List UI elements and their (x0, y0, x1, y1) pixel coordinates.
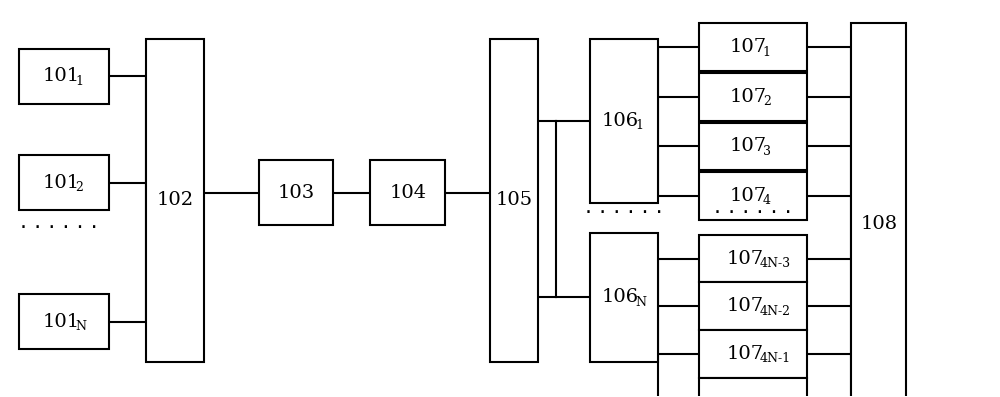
Text: 101: 101 (43, 67, 80, 85)
Text: 3: 3 (763, 145, 771, 158)
Text: 107: 107 (727, 250, 764, 268)
Bar (490, 39, 538, 362)
Text: 4N-2: 4N-2 (760, 305, 791, 318)
Text: 101: 101 (43, 173, 80, 192)
Bar (19, 49, 109, 104)
Text: 2: 2 (763, 95, 771, 108)
Text: 105: 105 (495, 191, 533, 209)
Text: 107: 107 (730, 38, 767, 56)
Text: 2: 2 (76, 181, 84, 194)
Text: 102: 102 (156, 191, 193, 209)
Text: 107: 107 (0, 396, 1, 397)
Text: 108: 108 (860, 215, 898, 233)
Bar (590, 233, 658, 362)
Text: N: N (76, 320, 87, 333)
Text: 106: 106 (602, 288, 639, 306)
Text: 4: 4 (763, 195, 771, 208)
Bar (259, 160, 333, 225)
Bar (699, 23, 807, 71)
Text: 4N-1: 4N-1 (760, 353, 791, 365)
Text: 107: 107 (730, 88, 767, 106)
Text: 101: 101 (43, 312, 80, 331)
Text: 104: 104 (390, 184, 427, 202)
Text: 103: 103 (278, 184, 315, 202)
Bar (19, 155, 109, 210)
Bar (699, 378, 807, 397)
Text: N: N (635, 296, 646, 309)
Bar (699, 172, 807, 220)
Text: 4N: 4N (0, 396, 1, 397)
Bar (146, 39, 204, 362)
Text: 4N-3: 4N-3 (760, 257, 791, 270)
Bar (370, 160, 445, 225)
Text: · · · · · ·: · · · · · · (20, 218, 98, 238)
Text: · · · · · ·: · · · · · · (714, 203, 792, 223)
Bar (19, 294, 109, 349)
Bar (699, 282, 807, 330)
Bar (851, 23, 906, 397)
Text: 106: 106 (602, 112, 639, 129)
Text: 107: 107 (730, 137, 767, 155)
Text: · · · · · ·: · · · · · · (585, 203, 662, 223)
Text: 107: 107 (727, 297, 764, 315)
Bar (699, 123, 807, 170)
Bar (699, 235, 807, 282)
Bar (699, 330, 807, 378)
Text: 107: 107 (727, 345, 764, 363)
Text: 1: 1 (763, 46, 771, 58)
Text: 107: 107 (730, 187, 767, 205)
Text: 1: 1 (635, 119, 643, 132)
Bar (699, 73, 807, 121)
Bar (590, 39, 658, 203)
Text: 1: 1 (76, 75, 84, 88)
